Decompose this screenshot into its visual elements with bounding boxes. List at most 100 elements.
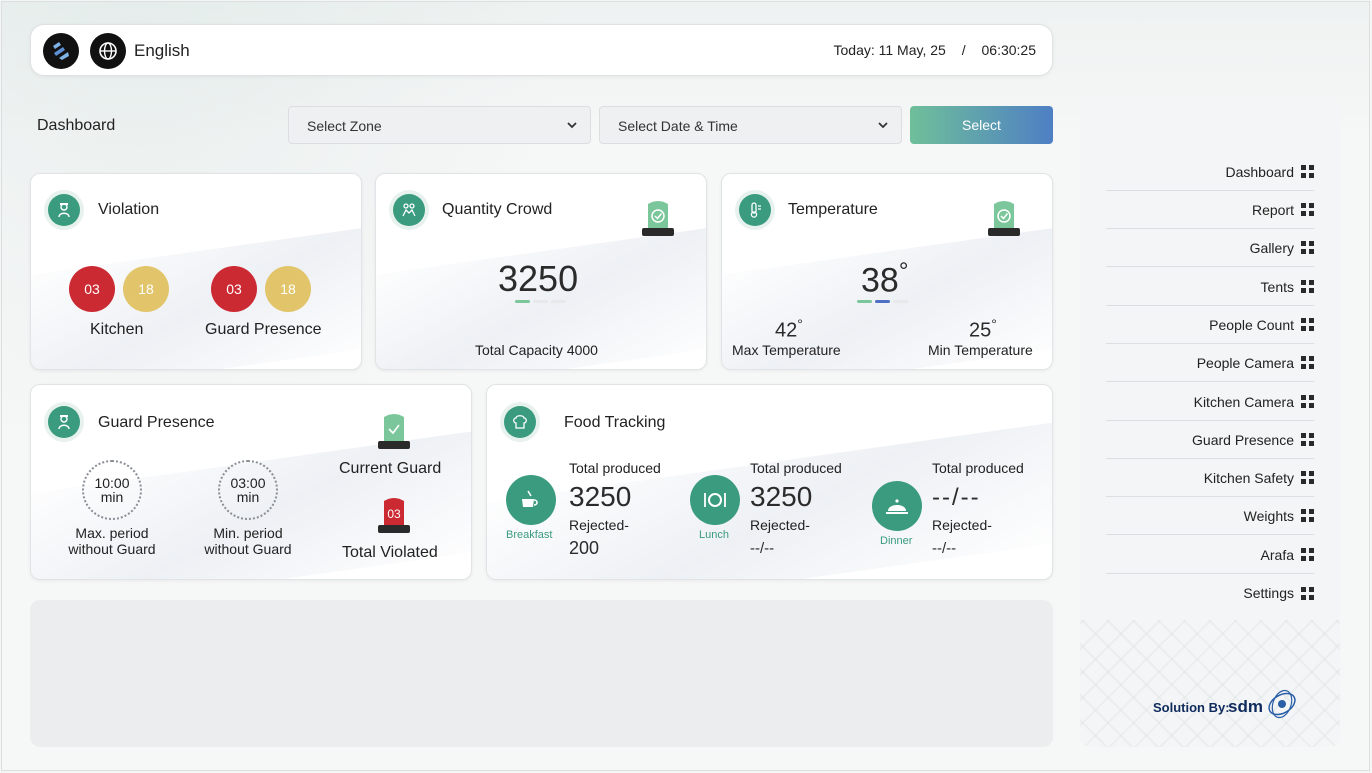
guard-red-count: 03 (211, 266, 257, 312)
globe-icon (99, 42, 117, 60)
food-tracking-card: Food Tracking Breakfast Total produced 3… (486, 384, 1053, 580)
max-temperature-value: 42 (775, 319, 798, 342)
grid-icon (1301, 356, 1314, 369)
sidebar-item-weights[interactable]: Weights (1106, 497, 1314, 535)
sdm-logo-icon (1268, 689, 1296, 719)
sidebar-item-guard-presence[interactable]: Guard Presence (1106, 421, 1314, 459)
datetime-display: Today: 11 May, 25 / 06:30:25 (834, 42, 1037, 58)
language-label[interactable]: English (134, 41, 190, 60)
zone-select[interactable]: Select Zone (288, 106, 591, 144)
select-button[interactable]: Select (910, 106, 1053, 144)
sidebar-item-people-camera[interactable]: People Camera (1106, 344, 1314, 382)
sidebar-item-label: Kitchen Camera (1193, 393, 1294, 410)
date-text: Today: 11 May, 25 (833, 42, 946, 58)
grid-icon (1301, 548, 1314, 561)
lunch-button[interactable] (690, 475, 740, 525)
lunch-rejected-label: Rejected- (750, 517, 810, 533)
degree-symbol: ° (991, 316, 997, 332)
guard-person-icon (58, 203, 70, 218)
datetime-select[interactable]: Select Date & Time (599, 106, 902, 144)
breakfast-produced-value: 3250 (569, 481, 632, 512)
sidebar-item-people-count[interactable]: People Count (1106, 306, 1314, 344)
date-time-separator: / (961, 42, 966, 58)
breakfast-button[interactable] (506, 475, 556, 525)
sidebar-item-label: Arafa (1260, 546, 1294, 563)
sdm-brand: sdm (1228, 697, 1263, 716)
grid-icon (1301, 433, 1314, 446)
food-tracking-badge (500, 402, 540, 442)
min-period-label: Min. period without Guard (197, 525, 299, 557)
dinner-label: Dinner (880, 535, 913, 547)
min-period-time: 03:00 (230, 475, 266, 491)
total-violated-label: Total Violated (342, 544, 438, 561)
lunch-label: Lunch (699, 529, 729, 541)
breakfast-produced-label: Total produced (569, 460, 661, 476)
red-beacon: 03 (374, 495, 414, 535)
page-title: Dashboard (37, 117, 116, 134)
sidebar-item-label: Settings (1243, 585, 1294, 601)
max-period-time: 10:00 (94, 475, 130, 491)
min-period-label-line2: without Guard (204, 541, 292, 557)
sidebar-item-arafa[interactable]: Arafa (1106, 536, 1314, 574)
sidebar-item-label: Report (1251, 201, 1294, 218)
max-temperature: 42° (775, 316, 803, 343)
crowd-card: Quantity Crowd 3250 Total Capacity 4000 (375, 173, 707, 370)
current-temperature-value: 38 (861, 261, 899, 300)
sidebar-item-tents[interactable]: Tents (1106, 268, 1314, 306)
dinner-button[interactable] (872, 481, 922, 531)
breakfast-label: Breakfast (506, 529, 553, 541)
violation-title: Violation (98, 201, 160, 218)
chevron-down-icon (878, 122, 888, 129)
breakfast-rejected-value: 200 (569, 538, 600, 558)
crowd-badge (389, 190, 429, 230)
min-temperature: 25° (969, 316, 997, 343)
green-beacon-icon (988, 201, 1020, 236)
crowd-level-indicator (515, 300, 566, 303)
sidebar-item-dashboard[interactable]: Dashboard (1106, 153, 1314, 191)
sidebar-item-label: Weights (1243, 507, 1294, 524)
sidebar-item-report[interactable]: Report (1106, 191, 1314, 229)
sidebar-item-label: Guard Presence (1192, 431, 1294, 448)
kitchen-label: Kitchen (90, 321, 144, 338)
kitchen-red-count: 03 (69, 266, 115, 312)
guard-yellow-count: 18 (265, 266, 311, 312)
guard-presence-card: Guard Presence 10:00 min Max. period wit… (30, 384, 472, 580)
crowd-icon (402, 203, 416, 217)
solution-by-label: Solution By: (1153, 700, 1230, 715)
max-temperature-label: Max Temperature (732, 342, 841, 358)
grid-icon (1301, 203, 1314, 216)
sidebar-item-label: Kitchen Safety (1203, 469, 1294, 486)
temperature-level-indicator (857, 300, 908, 303)
app-logo[interactable] (43, 33, 79, 69)
green-beacon-icon (642, 201, 674, 236)
sidebar-item-settings[interactable]: Settings (1106, 574, 1314, 612)
sidebar-item-label: Dashboard (1225, 163, 1295, 180)
guard-person-icon (58, 415, 70, 430)
dinner-produced-value: --/-- (932, 484, 981, 511)
language-button[interactable] (90, 33, 126, 69)
zone-select-value: Select Zone (307, 118, 382, 134)
guard-presence-label: Guard Presence (205, 321, 322, 338)
violation-badge (44, 190, 84, 230)
capacity-label: Total Capacity 4000 (475, 342, 598, 358)
sidebar-item-gallery[interactable]: Gallery (1106, 229, 1314, 267)
dinner-rejected-label: Rejected- (932, 517, 992, 533)
lunch-produced-label: Total produced (750, 460, 842, 476)
lunch-produced-value: 3250 (750, 481, 813, 512)
sidebar-item-kitchen-safety[interactable]: Kitchen Safety (1106, 459, 1314, 497)
food-tracking-title: Food Tracking (564, 414, 666, 431)
guard-presence-title: Guard Presence (98, 414, 215, 431)
sidebar-item-kitchen-camera[interactable]: Kitchen Camera (1106, 383, 1314, 421)
temperature-title: Temperature (788, 201, 878, 218)
cloche-icon (886, 499, 908, 514)
top-bar: English Today: 11 May, 25 / 06:30:25 (30, 24, 1053, 76)
min-period-unit: min (236, 489, 260, 505)
guard-presence-badge (44, 402, 84, 442)
max-period-clock: 10:00 min (82, 460, 142, 520)
degree-symbol: ° (898, 258, 909, 285)
min-temperature-label: Min Temperature (928, 342, 1033, 358)
current-temperature: 38° (861, 258, 908, 300)
temperature-card: Temperature 38° 42° Max Temperature 25° … (721, 173, 1053, 370)
sidebar-pattern (1080, 620, 1340, 747)
degree-symbol: ° (797, 316, 803, 332)
